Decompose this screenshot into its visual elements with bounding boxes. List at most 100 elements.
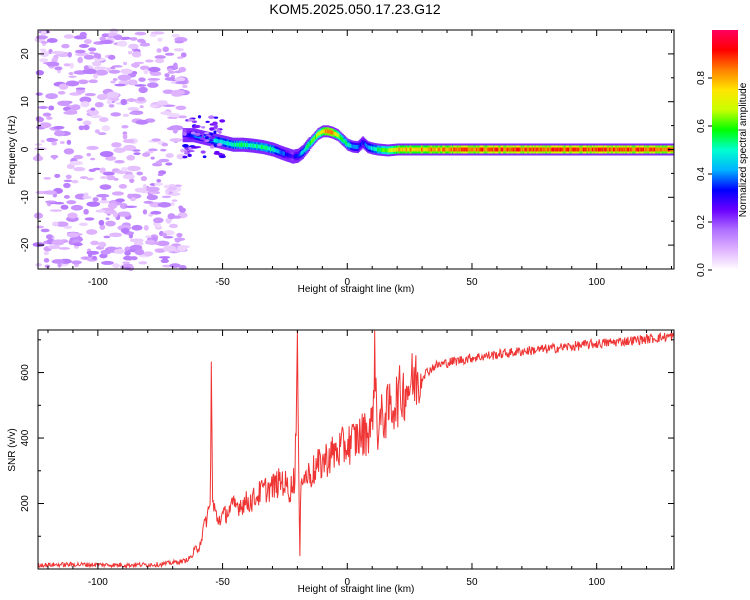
speckle [209,136,216,140]
ridge-core [434,147,437,152]
ridge-core [468,147,470,152]
noise-blob [35,35,48,40]
ridge-core [313,136,316,141]
ridge-core [329,130,332,135]
speckle [191,120,198,123]
noise-blob [129,238,144,243]
ridge-core [395,147,398,152]
noise-blob [39,58,49,63]
ridge-core [528,147,530,152]
noise-blob [165,153,174,159]
speckle [205,120,210,124]
ridge-core [652,147,655,152]
ridge-core [394,147,397,152]
noise-blob [135,119,149,125]
ridge-core [511,147,514,152]
noise-blob [144,59,154,63]
noise-blob [131,224,143,231]
ridge-core [520,147,523,152]
noise-blob [57,262,62,268]
ridge-core [585,147,588,152]
ridge-core [338,134,341,139]
ridge-core [509,147,511,152]
speckle [218,155,226,159]
ridge-core [378,147,381,152]
noise-blob [147,82,159,88]
ridge-core [267,146,270,151]
ridge-core [288,153,291,158]
spectrogram-x-tick-label: 100 [588,277,605,288]
ridge-core [617,147,620,152]
snr-y-tick-label: 200 [20,495,31,512]
ridge-core [449,147,452,152]
noise-blob [54,173,61,178]
ridge-core [213,138,216,143]
noise-blob [105,155,117,161]
ridge-core [217,139,220,144]
speckle [182,143,189,148]
spectrogram-y-tick-label: -10 [20,190,31,205]
noise-blob [171,89,185,96]
noise-blob [60,204,69,210]
ridge-core [241,142,243,147]
spectrogram-x-ticks: -100 -50 0 50 100 [47,30,673,288]
noise-blob [105,217,110,220]
ridge-core [429,147,432,152]
ridge-core [471,147,474,152]
noise-blob [99,39,113,45]
ridge-core [484,147,487,152]
ridge-core [245,142,247,147]
noise-blob [38,105,48,109]
spectrogram-x-label: Height of straight line (km) [298,284,415,295]
ridge-core [318,131,321,136]
ridge-core [452,147,454,152]
noise-blob [156,101,169,106]
noise-blob [165,188,170,195]
ridge-core [627,147,630,152]
spectrogram-x-tick-label: -50 [215,277,230,288]
noise-blob [143,200,154,204]
speckle [213,143,217,148]
noise-blob [66,200,77,205]
noise-blob [44,200,57,204]
ridge-core [569,147,571,152]
noise-blob [175,81,188,85]
noise-blob [86,229,98,235]
speckle [190,131,196,135]
ridge-core [555,147,558,152]
noise-blob [113,248,125,255]
snr-series-line [37,330,675,569]
noise-blob [70,104,81,111]
ridge-core [347,142,349,147]
noise-blob [59,140,65,145]
noise-blob [120,227,130,234]
spectrogram-y-tick-label: -20 [20,237,31,252]
ridge-core [247,143,250,148]
noise-blob [32,242,45,247]
speckle [208,115,215,119]
ridge-core [314,135,317,140]
noise-blob [83,54,95,60]
ridge-core [654,147,656,152]
ridge-core [574,147,576,152]
ridge-core [232,142,235,147]
noise-blob [78,222,89,226]
ridge-core [278,149,281,154]
ridge-core [246,143,248,148]
noise-blob [43,176,51,180]
ridge-core [475,147,478,152]
noise-blob [79,31,87,38]
ridge-core [610,147,612,152]
ridge-core [615,147,617,152]
noise-blob [127,193,133,199]
noise-blob [164,73,170,78]
noise-blob [123,144,137,151]
noise-blob [161,195,172,199]
ridge-core [236,142,238,147]
ridge-core [457,147,459,152]
noise-blob [143,68,149,75]
noise-blob [88,168,96,173]
speckle [214,150,220,154]
noise-blob [55,221,69,227]
ridge-core [351,144,353,149]
